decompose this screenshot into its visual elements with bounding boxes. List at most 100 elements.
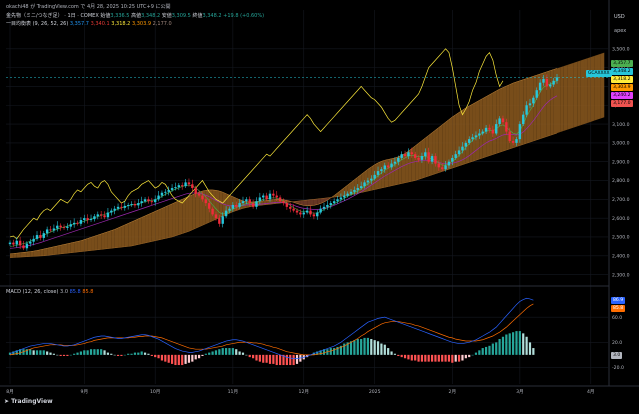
ichimoku-value: 3,303.9 [131, 21, 152, 27]
candle-body [275, 195, 278, 198]
macd-hist-bar [275, 354, 278, 366]
candle-body [66, 226, 69, 228]
macd-hist-bar [279, 354, 282, 366]
ichimoku-legend: 一目均衡表 (9, 26, 52, 26) 3,357.7 3,340.1 3,… [6, 21, 172, 28]
macd-hist-bar [468, 354, 471, 358]
macd-hist-bar [356, 339, 359, 355]
timeframe: 1日 [67, 13, 76, 19]
macd-hist-bar [380, 343, 383, 355]
macd-y-tick-label: 60.0 [612, 315, 622, 321]
ichimoku-value: 3,340.1 [90, 21, 110, 27]
open-label: 始値 [100, 13, 111, 19]
candle-body [468, 139, 471, 143]
candle-body [481, 131, 484, 134]
candle-body [454, 154, 457, 158]
y-tick-label: 3,500.0 [612, 47, 630, 53]
cloud-segment [462, 107, 466, 165]
candle-body [83, 218, 86, 221]
cloud-segment [432, 130, 436, 175]
macd-hist-bar [387, 348, 390, 355]
macd-hist-bar [390, 351, 393, 355]
cloud-segment [172, 202, 176, 237]
macd-hist-bar [218, 349, 221, 355]
macd-side-label: 86.9 [611, 297, 626, 304]
x-tick-label: 12月 [299, 389, 309, 395]
candle-body [434, 156, 437, 164]
macd-signal-line [9, 303, 534, 356]
candle-body [255, 201, 258, 207]
macd-hist-bar [262, 354, 265, 363]
candle-body [326, 204, 329, 207]
macd-hist-bar [444, 354, 447, 362]
candle-body [302, 212, 305, 215]
macd-hist-bar [400, 354, 403, 358]
macd-hist-bar [488, 345, 491, 355]
scale-mode[interactable]: apex [614, 28, 627, 34]
macd-hist-bar [505, 334, 508, 355]
macd-hist-bar [191, 354, 194, 362]
candle-body [393, 161, 397, 164]
macd-hist-bar [127, 353, 130, 355]
macd-hist-bar [339, 345, 343, 355]
cloud-segment [486, 94, 490, 157]
candle-body [248, 199, 251, 204]
candle-body [221, 216, 224, 224]
macd-hist-bar [35, 350, 39, 355]
tradingview-logo[interactable]: ➤ TradingView [4, 398, 53, 405]
macd-hist-bar [15, 350, 18, 355]
cloud-segment [266, 200, 270, 205]
cloud-segment [219, 191, 223, 218]
cloud-segment [168, 203, 173, 238]
cloud-segment [415, 143, 419, 181]
candle-body [170, 188, 174, 190]
macd-hist-bar [417, 354, 420, 362]
cloud-segment [77, 240, 81, 253]
cloud-segment [313, 198, 318, 206]
macd-hist-bar [150, 354, 153, 356]
candle-body [214, 214, 218, 219]
candle-body [160, 192, 164, 196]
macd-hist-bar [373, 340, 376, 355]
cloud-segment [361, 171, 365, 193]
cloud-segment [64, 243, 68, 254]
macd-hist-bar [434, 354, 437, 362]
cloud-segment [567, 63, 571, 130]
candle-body [403, 154, 407, 157]
cloud-segment [185, 196, 189, 233]
macd-hist-bar [140, 351, 143, 355]
candle-body [349, 191, 353, 194]
candle-body [110, 210, 113, 213]
macd-hist-bar [353, 340, 356, 355]
cloud-segment [20, 252, 24, 258]
candle-body [167, 189, 170, 192]
candle-body [383, 165, 386, 170]
candle-body [25, 243, 29, 249]
candle-body [52, 228, 56, 231]
macd-hist-bar [224, 348, 228, 355]
candle-body [49, 229, 52, 231]
candle-body [245, 199, 248, 202]
candle-body [295, 210, 299, 213]
cloud-segment [33, 250, 38, 257]
macd-hist-bar [241, 352, 245, 355]
candle-body [511, 141, 515, 143]
candle-body [123, 205, 127, 208]
macd-hist-bar [147, 353, 150, 355]
macd-hist-bar [164, 354, 167, 362]
candle-body [251, 203, 255, 207]
ichimoku-label: 一目均衡表 (9, 26, 52, 26) [6, 21, 69, 27]
chikou-line [9, 48, 504, 240]
macd-side-label: 3.0 [611, 352, 623, 359]
cloud-segment [188, 194, 193, 232]
macd-hist-bar [116, 354, 120, 356]
cloud-segment [303, 200, 308, 206]
candle-body [258, 197, 262, 202]
macd-hist-bar [427, 354, 430, 362]
x-tick-label: 11月 [228, 389, 238, 395]
ichimoku-value: 2,177.0 [152, 21, 172, 27]
candle-body [106, 212, 110, 218]
cloud-segment [526, 77, 530, 144]
cloud-segment [104, 231, 108, 250]
